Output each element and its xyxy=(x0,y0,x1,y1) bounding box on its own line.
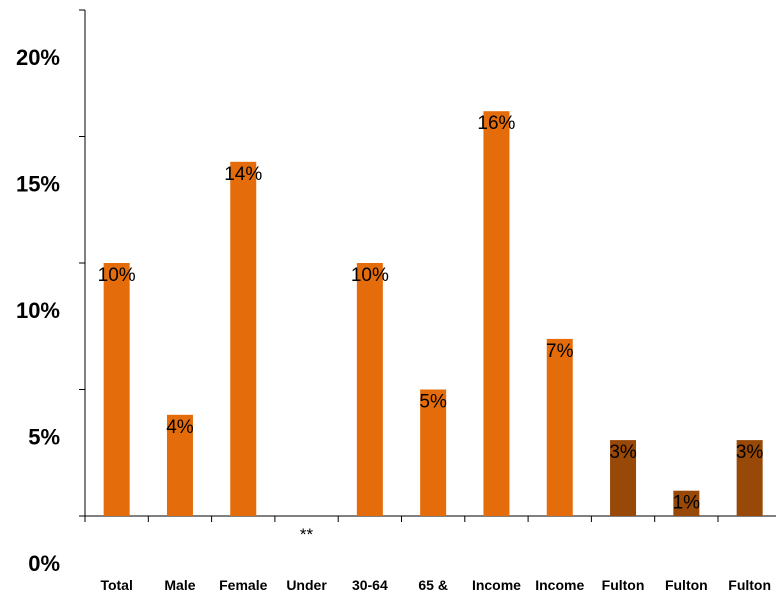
y-tick-label: 5% xyxy=(28,425,60,450)
y-tick-label: 0% xyxy=(28,551,60,576)
chart-bars xyxy=(103,111,763,517)
x-tick-label: Total xyxy=(100,577,132,593)
y-tick-label: 15% xyxy=(16,172,60,197)
x-tick-label: Fulton xyxy=(665,577,708,593)
bar xyxy=(166,414,193,516)
data-label: 10% xyxy=(98,265,136,286)
data-label: 1% xyxy=(673,493,701,514)
x-tick-label: 30-64 xyxy=(352,577,388,593)
data-label: 3% xyxy=(736,442,764,463)
y-tick-label: 20% xyxy=(16,45,60,70)
data-label: 16% xyxy=(477,113,515,134)
bar xyxy=(546,338,573,516)
chart-axes xyxy=(79,9,776,522)
bar xyxy=(230,161,257,517)
bar xyxy=(356,263,383,516)
x-tick-label: Female xyxy=(219,577,267,593)
x-tick-label: Income xyxy=(472,577,521,593)
x-tick-label: Under xyxy=(286,577,327,593)
bar xyxy=(736,440,763,516)
x-axis-tick-labels: Total Male Female Under 30-64 65 & Income Incom… xyxy=(100,577,771,593)
bar xyxy=(483,111,510,516)
data-label: 7% xyxy=(546,341,574,362)
data-label: 10% xyxy=(351,265,389,286)
y-axis-tick-labels: 0% 5% 10% 15% 20% xyxy=(16,45,60,576)
data-label: 3% xyxy=(609,442,637,463)
x-tick-label: Income xyxy=(535,577,584,593)
y-tick-label: 10% xyxy=(16,298,60,323)
x-tick-label: 65 & xyxy=(418,577,448,593)
bar xyxy=(673,490,700,516)
bar xyxy=(420,389,447,516)
x-tick-label: Fulton xyxy=(728,577,771,593)
x-tick-label: Fulton xyxy=(602,577,645,593)
chart-data-labels: 10% 4% 14% ** 10% 5% 16% 7% 3% 1% 3% xyxy=(98,113,764,544)
data-label: 4% xyxy=(166,417,194,438)
bar xyxy=(610,440,637,516)
data-label: 5% xyxy=(419,392,447,413)
x-tick-label: Male xyxy=(164,577,195,593)
missing-data-marker: ** xyxy=(300,525,314,544)
data-label: 14% xyxy=(224,164,262,185)
bar xyxy=(103,263,130,516)
